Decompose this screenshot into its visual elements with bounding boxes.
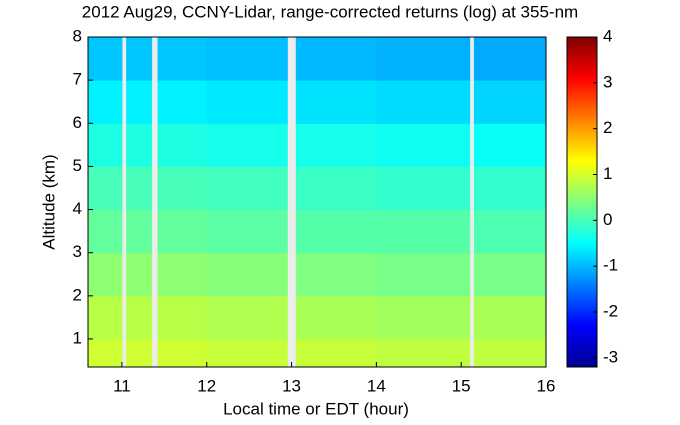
colorbar-tick-label: 4 bbox=[603, 26, 612, 45]
heatmap-cell bbox=[88, 295, 123, 340]
heatmap-cell bbox=[157, 338, 208, 368]
heatmap-cell bbox=[295, 209, 377, 254]
y-tick-label: 3 bbox=[73, 242, 82, 261]
heatmap-cell bbox=[88, 209, 123, 254]
heatmap-cell bbox=[376, 252, 471, 297]
x-tick-label: 11 bbox=[113, 376, 131, 395]
heatmap-cell bbox=[126, 338, 153, 368]
heatmap-cell bbox=[157, 209, 208, 254]
heatmap-cell bbox=[295, 166, 377, 211]
x-tick-label: 16 bbox=[537, 376, 556, 395]
heatmap-cell bbox=[295, 80, 377, 124]
heatmap-cell bbox=[206, 166, 288, 211]
y-tick-label: 5 bbox=[73, 156, 82, 175]
heatmap-cell bbox=[473, 252, 547, 297]
heatmap-cell bbox=[376, 123, 471, 167]
heatmap-cell bbox=[206, 123, 288, 167]
heatmap-cell bbox=[157, 80, 208, 124]
heatmap-cell bbox=[473, 338, 547, 368]
colorbar bbox=[566, 36, 598, 368]
colorbar-tick-label: -3 bbox=[603, 347, 618, 366]
colorbar-tick-label: -2 bbox=[603, 301, 618, 320]
heatmap-cell bbox=[376, 295, 471, 340]
y-tick-label: 1 bbox=[73, 328, 82, 347]
x-tick-label: 12 bbox=[197, 376, 216, 395]
heatmap-cell bbox=[295, 338, 377, 368]
heatmap-cell bbox=[126, 37, 153, 81]
y-axis-label: Altitude (km) bbox=[39, 154, 58, 249]
y-tick-label: 2 bbox=[73, 285, 82, 304]
x-tick-label: 14 bbox=[367, 376, 386, 395]
heatmap-cell bbox=[376, 80, 471, 124]
heatmap-cell bbox=[295, 123, 377, 167]
heatmap-cell bbox=[88, 123, 123, 167]
heatmap-cell bbox=[206, 37, 288, 81]
heatmap-cell bbox=[376, 209, 471, 254]
heatmap-cell bbox=[473, 295, 547, 340]
heatmap-cell bbox=[157, 123, 208, 167]
chart-title: 2012 Aug29, CCNY-Lidar, range-corrected … bbox=[82, 2, 578, 21]
heatmap-cell bbox=[88, 80, 123, 124]
colorbar-tick-label: 3 bbox=[603, 72, 612, 91]
heatmap-cell bbox=[126, 295, 153, 340]
heatmap-cell bbox=[206, 80, 288, 124]
heatmap-cell bbox=[473, 123, 547, 167]
heatmap-cell bbox=[473, 166, 547, 211]
heatmap-cell bbox=[206, 295, 288, 340]
colorbar-tick-label: 1 bbox=[603, 164, 612, 183]
colorbar-tick-label: 0 bbox=[603, 210, 612, 229]
x-tick-label: 15 bbox=[452, 376, 471, 395]
y-tick-label: 7 bbox=[73, 70, 82, 89]
heatmap-cell bbox=[88, 166, 123, 211]
heatmap-cell bbox=[473, 80, 547, 124]
heatmap-cell bbox=[295, 37, 377, 81]
heatmap-cell bbox=[376, 166, 471, 211]
heatmap-cell bbox=[206, 209, 288, 254]
heatmap-cell bbox=[376, 338, 471, 368]
heatmap-cell bbox=[376, 37, 471, 81]
heatmap-cell bbox=[473, 209, 547, 254]
heatmap-cell bbox=[126, 252, 153, 297]
colorbar-tick-label: -1 bbox=[603, 256, 618, 275]
heatmap-cell bbox=[206, 338, 288, 368]
heatmap-cell bbox=[295, 252, 377, 297]
colorbar-tick-label: 2 bbox=[603, 118, 612, 137]
heatmap-cell bbox=[157, 295, 208, 340]
y-tick-label: 8 bbox=[73, 26, 82, 45]
heatmap-cell bbox=[473, 37, 547, 81]
heatmap-cell bbox=[157, 166, 208, 211]
heatmap-cell bbox=[88, 338, 123, 368]
heatmap-cell bbox=[126, 123, 153, 167]
heatmap-cell bbox=[295, 295, 377, 340]
heatmap-cell bbox=[157, 37, 208, 81]
x-tick-label: 13 bbox=[282, 376, 301, 395]
heatmap-cell bbox=[126, 209, 153, 254]
x-axis-label: Local time or EDT (hour) bbox=[223, 399, 409, 418]
heatmap-cell bbox=[88, 252, 123, 297]
y-tick-label: 6 bbox=[73, 113, 82, 132]
heatmap-cell bbox=[157, 252, 208, 297]
heatmap-cell bbox=[206, 252, 288, 297]
y-tick-label: 4 bbox=[73, 199, 82, 218]
plot-frame bbox=[87, 36, 547, 368]
heatmap-cell bbox=[126, 80, 153, 124]
heatmap-cell bbox=[88, 37, 123, 81]
heatmap-cell bbox=[126, 166, 153, 211]
